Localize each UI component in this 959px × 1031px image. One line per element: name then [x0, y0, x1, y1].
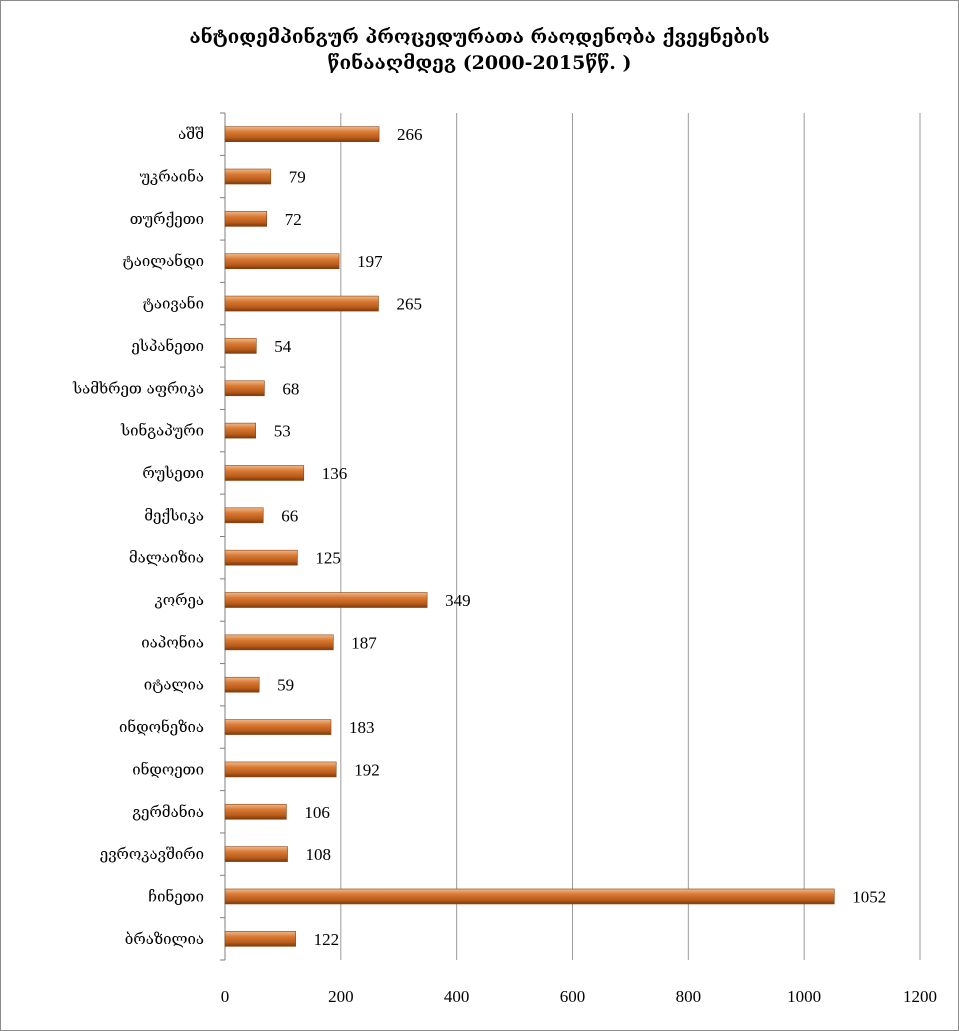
data-label: 187 — [351, 633, 377, 652]
x-tick-label: 1200 — [903, 987, 937, 1006]
bar — [224, 507, 264, 524]
category-label: გერმანია — [132, 803, 204, 821]
bar — [224, 761, 337, 778]
bar — [224, 338, 257, 354]
data-label: 349 — [445, 591, 471, 610]
bar — [224, 931, 296, 947]
category-label: მექსიკა — [144, 506, 204, 524]
x-tick-label: 800 — [676, 987, 702, 1006]
bar — [224, 253, 340, 270]
data-label: 59 — [277, 676, 294, 695]
x-tick-label: 400 — [444, 987, 470, 1006]
data-label: 265 — [396, 295, 422, 314]
category-label: უკრაინა — [140, 168, 204, 186]
bar — [224, 634, 334, 651]
data-label: 197 — [357, 252, 383, 271]
data-label: 183 — [349, 718, 375, 737]
chart-title: ანტიდემპინგურ პროცედურათა რაოდენობა ქვეყ… — [0, 24, 959, 76]
bar — [224, 380, 265, 397]
category-label: იტალია — [144, 676, 204, 694]
data-label: 79 — [289, 168, 306, 187]
data-label: 125 — [315, 549, 341, 568]
category-label: თურქეთი — [130, 210, 204, 228]
bar — [224, 803, 287, 820]
bar — [224, 549, 298, 566]
bar — [224, 126, 380, 142]
data-label: 54 — [274, 337, 292, 356]
chart-title-line-2: წინააღმდეგ (2000-2015წწ. ) — [327, 52, 632, 74]
category-label: ინდოეთი — [132, 760, 204, 778]
data-label: 136 — [322, 464, 348, 483]
bar — [224, 719, 332, 735]
category-label: სამხრეთ აფრიკა — [72, 379, 204, 397]
category-labels: აშშ უკრაინა თურქეთი ტაილანდი ტაივანი ესპანეთი… — [72, 125, 204, 948]
gridlines — [220, 112, 921, 961]
data-label: 108 — [306, 845, 332, 864]
x-tick-label: 600 — [560, 987, 586, 1006]
bar — [224, 422, 256, 439]
category-label: ბრაზილია — [125, 930, 204, 948]
category-label: კორეა — [155, 591, 204, 609]
category-label: იაპონია — [141, 633, 204, 651]
x-tick-label: 0 — [221, 987, 230, 1006]
data-label: 266 — [397, 125, 423, 144]
data-label: 68 — [282, 379, 299, 398]
bar — [224, 592, 428, 608]
data-label: 106 — [304, 803, 330, 822]
x-tick-label: 200 — [328, 987, 354, 1006]
category-label: ინდონეზია — [119, 718, 204, 736]
data-label: 53 — [274, 422, 291, 441]
category-label: ჩინეთი — [148, 887, 204, 905]
category-label: ევროკავშირი — [100, 845, 204, 863]
bar — [224, 465, 305, 481]
bar — [224, 295, 379, 312]
bar — [224, 676, 260, 693]
chart-title-line-1: ანტიდემპინგურ პროცედურათა რაოდენობა ქვეყ… — [189, 26, 770, 48]
category-label: სინგაპური — [120, 422, 204, 440]
data-label: 66 — [281, 506, 298, 525]
category-label: ტაილანდი — [122, 252, 204, 270]
category-label: მალაიზია — [129, 549, 204, 567]
bar — [224, 888, 835, 905]
category-label: რუსეთი — [142, 464, 204, 482]
x-tick-label: 1000 — [787, 987, 821, 1006]
category-label: აშშ — [178, 125, 204, 143]
data-label: 72 — [285, 210, 302, 229]
bars — [224, 126, 835, 947]
bar — [224, 211, 268, 227]
x-tick-labels: 0 200 400 600 800 1000 1200 — [221, 987, 937, 1006]
data-label: 1052 — [852, 887, 886, 906]
data-label: 192 — [354, 760, 380, 779]
category-label: ტაივანი — [143, 295, 204, 313]
bar — [224, 168, 272, 185]
bar — [224, 846, 288, 862]
category-label: ესპანეთი — [131, 337, 204, 355]
data-labels: 266 79 72 197 265 54 68 53 136 66 125 349 187 59 183 19… — [274, 125, 887, 949]
data-label: 122 — [314, 930, 340, 949]
